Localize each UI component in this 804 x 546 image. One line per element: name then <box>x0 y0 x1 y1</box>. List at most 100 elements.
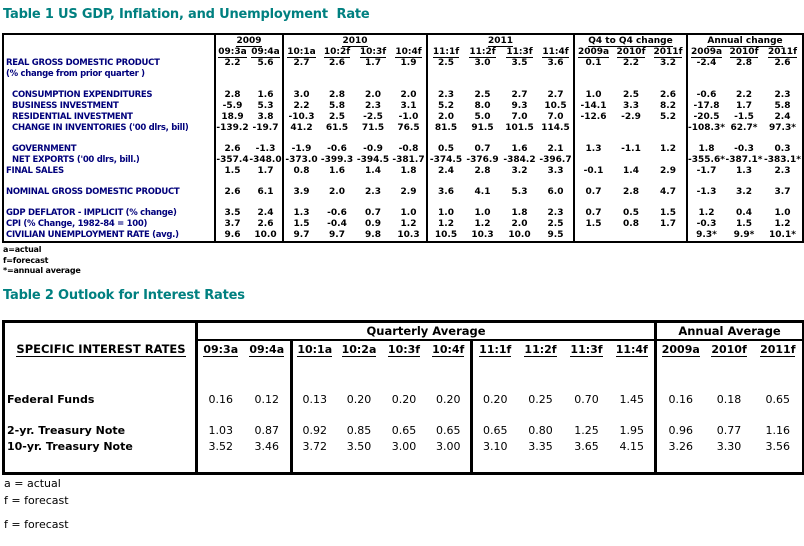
data-cell: 3.7 <box>224 219 241 229</box>
data-cell: 1.7 <box>660 219 676 229</box>
data-cell: 81.5 <box>426 123 464 134</box>
column-header: 2010f <box>725 47 763 58</box>
data-cell: 6.1 <box>257 187 274 197</box>
column-header: 11:4f <box>538 47 574 58</box>
data-cell: 1.8 <box>400 166 417 176</box>
data-cell: 101.5 <box>505 123 534 133</box>
data-cell: 2.6 <box>224 144 241 154</box>
data-cell: 2.2 <box>224 58 241 68</box>
data-cell: 0.65 <box>765 393 791 406</box>
data-cell: 0.5 <box>426 144 464 155</box>
data-cell <box>573 123 612 134</box>
data-cell: 2.5 <box>623 90 639 100</box>
data-cell: -1.3 <box>686 187 725 198</box>
data-cell: 1.0 <box>474 208 491 218</box>
data-cell: -1.0 <box>398 112 419 122</box>
data-cell: 1.2 <box>686 208 725 219</box>
data-cell: -0.8 <box>398 144 419 154</box>
data-cell: 10.0 <box>254 230 277 240</box>
column-group-label: Annual Average <box>678 324 781 338</box>
gdp-inflation-unemployment-table: 2009 2010 2011 Q4 to Q4 change Annual change… <box>2 33 804 243</box>
column-group-header: 2009 <box>215 34 283 47</box>
data-cell: 3.3 <box>547 166 564 176</box>
column-header-label: 2010f <box>616 47 646 58</box>
data-cell: -2.4 <box>686 58 725 80</box>
data-cell: 3.6 <box>547 58 564 68</box>
column-header-label: 2010f <box>711 343 747 357</box>
data-cell: 10.1* <box>769 230 796 240</box>
data-cell: -383.1* <box>764 155 801 165</box>
data-cell: 2.6 <box>774 58 791 68</box>
data-cell: 0.9 <box>365 219 381 229</box>
data-cell: 9.3 <box>511 101 528 111</box>
column-header: 10:2f <box>319 47 355 58</box>
data-cell: 2.5 <box>329 112 345 122</box>
data-cell: -1.7 <box>686 166 725 177</box>
table-row: GDP DEFLATOR - IMPLICIT (% change) 3.5 2.4… <box>3 208 803 219</box>
data-cell: -1.5 <box>734 112 754 122</box>
data-cell: 2.9 <box>660 166 676 176</box>
data-cell: -20.5 <box>686 112 725 123</box>
data-cell: 3.72 <box>290 439 337 455</box>
data-cell: 1.2 <box>660 144 676 154</box>
data-cell: 1.3 <box>573 144 612 155</box>
data-cell: 1.8 <box>686 144 725 155</box>
table-row: 10-yr. Treasury Note 3.52 3.46 3.72 3.50 3.00… <box>3 439 804 455</box>
row-sublabel: (% change from prior quarter ) <box>6 69 145 79</box>
data-cell: 4.1 <box>474 187 491 197</box>
data-cell: 2.0 <box>426 112 464 123</box>
data-cell: 0.70 <box>574 393 599 406</box>
data-cell: -394.5 <box>356 155 390 165</box>
table-row: CIVILIAN UNEMPLOYMENT RATE (avg.) 9.6 10.0… <box>3 230 803 242</box>
data-cell: 2.0 <box>511 219 528 229</box>
data-cell: -12.6 <box>573 112 612 123</box>
data-cell: 2.7 <box>282 58 319 80</box>
data-cell: 1.3 <box>736 166 752 176</box>
table-row: RESIDENTIAL INVESTMENT 18.9 3.8 -10.3 2.5 -2.… <box>3 112 803 123</box>
data-cell: 3.50 <box>346 440 372 453</box>
data-cell: -108.3* <box>686 123 725 134</box>
data-cell: 0.96 <box>654 423 705 439</box>
column-header: 2011f <box>650 47 687 58</box>
data-cell: 2.3 <box>426 90 464 101</box>
column-header-label: 10:4f <box>432 343 465 357</box>
data-cell: 3.00 <box>436 440 461 453</box>
column-header-label: 10:2a <box>341 343 377 357</box>
column-header: 11:1f <box>426 47 464 58</box>
column-header: 2009a <box>573 47 612 58</box>
data-cell: 71.5 <box>361 123 385 133</box>
data-cell: -373.0 <box>282 155 319 166</box>
data-cell: -0.3 <box>734 144 754 154</box>
spacer-row <box>3 408 804 423</box>
data-cell: 3.6 <box>426 187 464 198</box>
note-actual: a = actual <box>4 477 61 490</box>
table-row: CHANGE IN INVENTORIES ('00 dlrs, bill) -1… <box>3 123 803 134</box>
data-cell: 0.5 <box>623 208 639 218</box>
data-cell: 10.5 <box>544 101 567 111</box>
data-cell: 0.8 <box>282 166 319 177</box>
spacer-row <box>3 134 803 144</box>
data-cell: 0.85 <box>346 424 372 437</box>
data-cell: -1.9 <box>282 144 319 155</box>
column-header: 10:4f <box>427 340 472 359</box>
data-cell: -396.7 <box>539 155 572 165</box>
data-cell: 1.95 <box>619 424 645 437</box>
data-cell: 2.3 <box>365 101 381 111</box>
data-cell: 0.16 <box>654 392 705 408</box>
data-cell: 3.5 <box>511 58 528 68</box>
data-cell: 2.9 <box>400 187 417 197</box>
column-header-label: 09:4a <box>249 343 285 357</box>
column-header-label: 10:2f <box>323 47 351 58</box>
data-cell: 62.7* <box>730 123 758 133</box>
row-label: NOMINAL GROSS DOMESTIC PRODUCT <box>3 187 216 198</box>
data-cell: 5.0 <box>474 112 491 122</box>
data-cell: 2.6 <box>329 58 345 68</box>
column-header-label: 11:2f <box>469 47 496 58</box>
column-header: 2010f <box>612 47 650 58</box>
data-cell: 0.20 <box>470 392 518 408</box>
footnote-actual: a=actual <box>3 245 42 254</box>
data-cell: 1.2 <box>426 219 464 230</box>
data-cell: 3.0 <box>474 58 491 68</box>
data-cell: 2.4 <box>774 112 791 122</box>
data-cell: 0.20 <box>346 393 372 406</box>
